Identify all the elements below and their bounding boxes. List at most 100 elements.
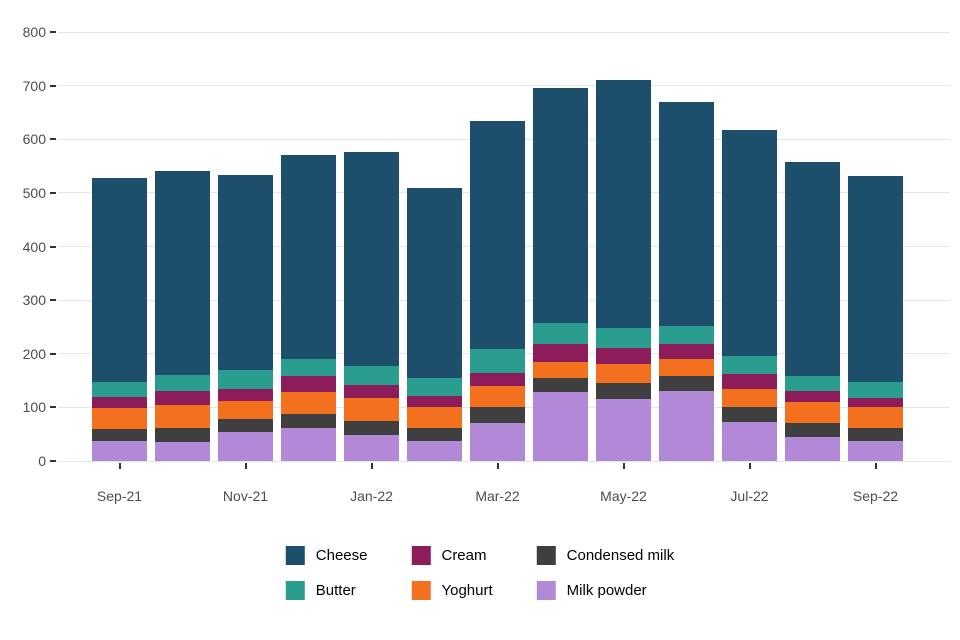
gridline-y-800 xyxy=(58,31,950,33)
x-tick-mark-may-22 xyxy=(622,463,625,469)
y-tick-label-600: 600 xyxy=(22,131,46,148)
segment-yoghurt xyxy=(470,385,525,408)
legend-swatch-condensed-milk xyxy=(536,546,556,565)
segment-cheese xyxy=(659,101,714,326)
segment-milk-powder xyxy=(92,440,147,461)
legend-item-cheese: Cheese xyxy=(285,546,368,565)
segment-milk-powder xyxy=(470,423,525,461)
bar-sep-21 xyxy=(92,178,147,461)
segment-cheese xyxy=(596,79,651,329)
x-tick-label-mar-22: Mar-22 xyxy=(475,488,520,504)
x-tick-mark-nov-21 xyxy=(244,463,247,469)
y-tick-label-500: 500 xyxy=(22,184,46,201)
segment-condensed-milk xyxy=(218,419,273,432)
x-tick-label-nov-21: Nov-21 xyxy=(222,488,269,504)
legend-label-cheese: Cheese xyxy=(315,547,368,564)
legend-label-cream: Cream xyxy=(441,547,487,564)
segment-yoghurt xyxy=(155,404,210,428)
segment-yoghurt xyxy=(848,407,903,428)
x-tick-label-sep-21: Sep-21 xyxy=(96,488,143,504)
bar-jul-22 xyxy=(722,130,777,461)
segment-milk-powder xyxy=(155,442,210,461)
plot-area xyxy=(58,31,950,462)
segment-milk-powder xyxy=(533,392,588,461)
segment-cheese xyxy=(218,175,273,370)
segment-butter xyxy=(596,328,651,349)
legend-label-milk-powder: Milk powder xyxy=(566,582,647,599)
segment-cheese xyxy=(155,171,210,376)
x-tick-label-may-22: May-22 xyxy=(600,488,647,504)
y-tick-label-700: 700 xyxy=(22,77,46,94)
y-tick-mark-500 xyxy=(50,191,56,194)
segment-yoghurt xyxy=(92,408,147,429)
segment-cream xyxy=(785,391,840,403)
segment-condensed-milk xyxy=(848,427,903,441)
segment-cheese xyxy=(848,175,903,382)
segment-milk-powder xyxy=(407,440,462,461)
y-tick-label-200: 200 xyxy=(22,345,46,362)
legend-swatch-cream xyxy=(411,546,431,565)
segment-condensed-milk xyxy=(785,423,840,437)
y-tick-mark-100 xyxy=(50,406,56,409)
segment-condensed-milk xyxy=(533,377,588,393)
segment-cream xyxy=(407,395,462,408)
segment-cream xyxy=(659,344,714,360)
segment-cheese xyxy=(533,88,588,323)
segment-cheese xyxy=(344,152,399,367)
segment-condensed-milk xyxy=(407,427,462,441)
segment-condensed-milk xyxy=(344,420,399,436)
segment-condensed-milk xyxy=(155,427,210,443)
segment-condensed-milk xyxy=(92,428,147,441)
y-tick-mark-800 xyxy=(50,31,56,33)
y-tick-mark-700 xyxy=(50,84,56,87)
segment-condensed-milk xyxy=(596,383,651,400)
segment-butter xyxy=(344,366,399,385)
segment-cream xyxy=(218,388,273,401)
legend-label-condensed-milk: Condensed milk xyxy=(566,547,675,564)
segment-yoghurt xyxy=(407,407,462,428)
segment-butter xyxy=(659,325,714,345)
bar-oct-21 xyxy=(155,171,210,461)
segment-milk-powder xyxy=(659,391,714,461)
segment-yoghurt xyxy=(596,364,651,384)
gridline-y-0 xyxy=(58,460,950,462)
x-tick-label-sep-22: Sep-22 xyxy=(852,488,899,504)
x-tick-label-jul-22: Jul-22 xyxy=(730,488,769,504)
bar-dec-21 xyxy=(281,155,336,461)
y-tick-label-300: 300 xyxy=(22,292,46,309)
segment-yoghurt xyxy=(785,402,840,424)
x-tick-mark-jul-22 xyxy=(748,463,751,469)
segment-butter xyxy=(470,349,525,373)
segment-butter xyxy=(155,375,210,392)
legend-swatch-butter xyxy=(285,581,305,600)
segment-milk-powder xyxy=(344,435,399,461)
y-tick-mark-200 xyxy=(50,352,56,355)
segment-butter xyxy=(92,381,147,397)
y-tick-mark-300 xyxy=(50,299,56,302)
segment-milk-powder xyxy=(848,440,903,461)
segment-cream xyxy=(533,344,588,362)
segment-yoghurt xyxy=(218,400,273,420)
legend-label-yoghurt: Yoghurt xyxy=(441,582,493,599)
x-tick-mark-jan-22 xyxy=(370,463,373,469)
segment-cheese xyxy=(92,178,147,382)
segment-butter xyxy=(281,359,336,377)
segment-yoghurt xyxy=(722,388,777,408)
y-tick-label-0: 0 xyxy=(38,453,46,469)
segment-yoghurt xyxy=(281,392,336,414)
segment-condensed-milk xyxy=(722,407,777,423)
bar-sep-22 xyxy=(848,175,903,461)
legend-item-milk-powder: Milk powder xyxy=(536,581,675,600)
segment-milk-powder xyxy=(785,436,840,461)
bar-may-22 xyxy=(596,79,651,461)
gridline-y-100 xyxy=(58,406,950,408)
gridline-y-700 xyxy=(58,85,950,87)
segment-butter xyxy=(407,377,462,396)
segment-cream xyxy=(596,348,651,365)
legend-swatch-cheese xyxy=(285,546,305,565)
segment-butter xyxy=(785,376,840,392)
segment-milk-powder xyxy=(218,431,273,461)
segment-cheese xyxy=(281,155,336,360)
segment-cream xyxy=(281,376,336,393)
